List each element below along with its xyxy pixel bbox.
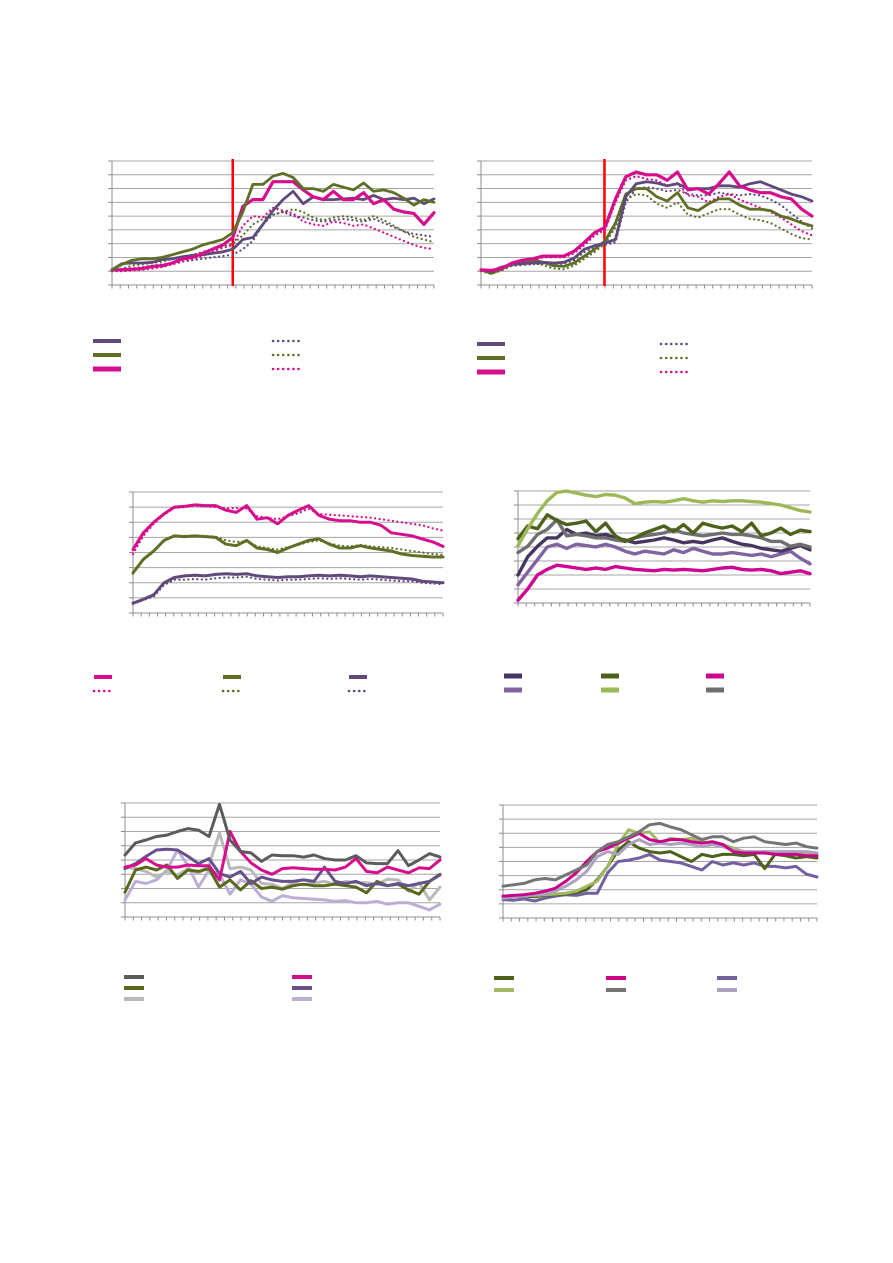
top-left-legend-swatch-olive-dotted	[271, 353, 303, 357]
top-right-series-purple-solid	[479, 180, 814, 273]
top-left-plot	[108, 159, 436, 289]
top-right-series-magenta-dotted	[479, 175, 814, 273]
mid-right-legend-swatch-dark-purple	[504, 673, 522, 679]
top-left-legend-swatch-olive-solid	[93, 353, 121, 357]
mid-left-series-olive-solid	[131, 534, 445, 575]
mid-left-legend-swatch-purple-dotted	[347, 689, 369, 693]
mid-left-legend-swatch-olive-solid	[223, 675, 241, 679]
mid-right-series-gray	[516, 518, 812, 555]
top-right-legend-swatch-purple-solid	[477, 342, 505, 346]
top-right-series-olive-solid	[479, 187, 814, 275]
top-right-legend-swatch-olive-solid	[477, 356, 505, 360]
mid-left-legend-swatch-magenta-solid	[94, 675, 112, 679]
mid-right-legend-swatch-light-purple	[504, 687, 522, 693]
top-left-series-purple-solid	[110, 189, 436, 272]
mid-left-plot	[129, 491, 445, 617]
bottom-right-legend-swatch-purple	[717, 976, 737, 980]
bottom-right-series-dark-gray	[501, 821, 819, 888]
bottom-left-plot	[121, 802, 442, 921]
bottom-right-plot	[499, 804, 819, 922]
bottom-left-legend-swatch-purple	[292, 986, 312, 990]
mid-right-plot	[514, 489, 812, 607]
bottom-left-series-dark-gray	[123, 802, 442, 868]
bottom-right-series-magenta	[501, 831, 819, 898]
top-right-series-magenta-solid	[479, 170, 814, 273]
top-right-legend-swatch-olive-dotted	[659, 356, 691, 360]
mid-left-legend-swatch-olive-dotted	[221, 689, 243, 693]
mid-right-legend-swatch-dark-green	[601, 673, 619, 679]
top-left-legend-swatch-magenta-solid	[93, 366, 121, 372]
top-right-plot	[477, 159, 814, 289]
top-left-series-magenta-solid	[110, 180, 436, 272]
mid-left-legend-swatch-magenta-dotted	[92, 689, 114, 693]
bottom-left-legend-swatch-magenta	[292, 975, 312, 979]
top-left-legend-swatch-purple-solid	[93, 339, 121, 343]
mid-right-legend-swatch-light-green	[601, 687, 619, 693]
bottom-right-legend-swatch-dark-gray	[606, 988, 626, 992]
bottom-right-legend-swatch-magenta	[606, 976, 626, 980]
top-left-legend-swatch-magenta-dotted	[271, 367, 303, 371]
bottom-left-series-purple	[123, 847, 442, 888]
bottom-left-legend-swatch-dark-gray	[124, 975, 144, 979]
bottom-left-series-magenta	[123, 830, 442, 882]
top-right-legend-swatch-magenta-solid	[477, 369, 505, 375]
top-left-legend-swatch-purple-dotted	[271, 339, 303, 343]
mid-left-series-magenta-solid	[131, 503, 445, 551]
mid-right-series-light-green	[516, 489, 812, 548]
mid-right-legend-swatch-gray	[706, 687, 724, 693]
top-right-legend-swatch-purple-dotted	[659, 342, 691, 346]
mid-left-series-purple-dotted	[131, 575, 445, 606]
mid-right-series-dark-purple	[516, 527, 812, 577]
bottom-right-legend-swatch-dark-green	[494, 976, 514, 980]
mid-right-series-light-purple	[516, 542, 812, 587]
bottom-right-legend-swatch-light-green	[494, 988, 514, 992]
mid-right-series-dark-green	[516, 513, 812, 544]
bottom-right-legend-swatch-light-lavender	[717, 988, 737, 992]
mid-right-series-magenta	[516, 563, 812, 602]
bottom-left-legend-swatch-lavender	[292, 997, 312, 1001]
top-right-legend-swatch-magenta-dotted	[659, 370, 691, 374]
top-left-series-olive-solid	[110, 171, 436, 272]
bottom-left-legend-swatch-olive	[124, 986, 144, 990]
mid-right-legend-swatch-magenta	[706, 673, 724, 679]
bottom-left-legend-swatch-silver	[124, 997, 144, 1001]
mid-left-series-purple-solid	[131, 572, 445, 605]
mid-left-legend-swatch-purple-solid	[349, 675, 367, 679]
